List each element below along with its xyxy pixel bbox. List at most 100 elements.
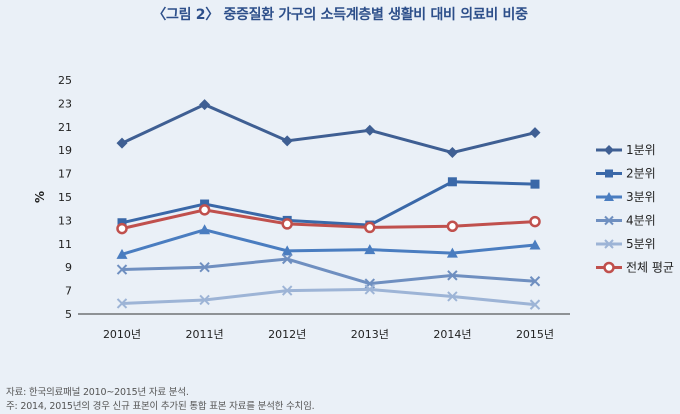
data-point bbox=[447, 177, 457, 187]
y-axis-label: % bbox=[33, 191, 47, 203]
data-point bbox=[529, 276, 541, 287]
data-point bbox=[605, 169, 613, 178]
marker-stroke bbox=[447, 270, 458, 281]
y-tick-label: 11 bbox=[58, 238, 72, 251]
x-tick-label: 2013년 bbox=[351, 328, 389, 341]
data-point bbox=[364, 284, 376, 295]
x-tick-label: 2014년 bbox=[433, 328, 471, 341]
marker-stroke bbox=[281, 285, 293, 296]
data-point bbox=[116, 264, 128, 275]
y-tick-label: 5 bbox=[65, 308, 72, 321]
data-point bbox=[199, 261, 210, 273]
x-tick-label: 2011년 bbox=[186, 328, 224, 341]
data-point bbox=[603, 261, 615, 274]
data-point bbox=[116, 298, 128, 309]
y-tick-label: 7 bbox=[65, 285, 72, 298]
data-point bbox=[604, 239, 614, 249]
data-point bbox=[604, 192, 614, 201]
data-point bbox=[281, 253, 293, 265]
legend-item: 전체 평균 bbox=[596, 261, 674, 275]
marker-stroke bbox=[604, 239, 614, 249]
data-point bbox=[530, 179, 540, 189]
data-point bbox=[604, 215, 614, 226]
y-tick-label: 21 bbox=[58, 121, 72, 134]
legend-item: 1분위 bbox=[596, 143, 656, 157]
data-point bbox=[364, 124, 376, 136]
marker-stroke bbox=[447, 291, 458, 302]
y-tick-label: 25 bbox=[58, 74, 72, 87]
series-line bbox=[121, 208, 536, 231]
data-point bbox=[446, 247, 458, 258]
data-point bbox=[116, 248, 128, 259]
marker-stroke bbox=[529, 299, 541, 310]
data-point bbox=[529, 239, 541, 250]
series-전체 평균 bbox=[116, 204, 541, 235]
data-point bbox=[281, 285, 293, 296]
series-3분위 bbox=[116, 224, 541, 259]
data-point bbox=[281, 245, 293, 256]
data-point bbox=[529, 215, 541, 228]
legend-label: 4분위 bbox=[626, 214, 656, 228]
x-tick-label: 2010년 bbox=[103, 328, 141, 341]
y-tick-label: 19 bbox=[58, 144, 72, 157]
y-tick-label: 9 bbox=[65, 261, 72, 274]
y-tick-label: 13 bbox=[58, 214, 72, 227]
legend-item: 4분위 bbox=[596, 214, 656, 228]
data-point bbox=[446, 147, 458, 159]
data-point bbox=[364, 221, 376, 234]
data-point bbox=[199, 294, 210, 306]
legend-label: 3분위 bbox=[626, 190, 656, 204]
series-line bbox=[121, 287, 536, 307]
series-line bbox=[121, 180, 536, 227]
marker-stroke bbox=[364, 284, 376, 295]
data-point bbox=[447, 270, 458, 281]
legend-item: 3분위 bbox=[596, 190, 656, 204]
data-point bbox=[116, 137, 128, 149]
x-tick-label: 2012년 bbox=[268, 328, 306, 341]
legend-label: 1분위 bbox=[626, 143, 656, 157]
data-point bbox=[199, 224, 211, 235]
data-point bbox=[529, 299, 541, 310]
marker-stroke bbox=[281, 253, 293, 265]
footnote: 주: 2014, 2015년의 경우 신규 표본이 추가된 통합 표본 자료를 … bbox=[6, 401, 315, 412]
x-tick-label: 2015년 bbox=[516, 328, 554, 341]
marker-stroke bbox=[116, 264, 128, 275]
legend-label: 2분위 bbox=[626, 167, 656, 181]
data-point bbox=[116, 222, 128, 235]
series-line bbox=[121, 257, 536, 286]
series-2분위 bbox=[117, 177, 540, 230]
legend-item: 2분위 bbox=[596, 167, 656, 181]
data-point bbox=[446, 220, 459, 232]
data-point bbox=[447, 291, 458, 302]
series-1분위 bbox=[116, 99, 541, 159]
y-tick-label: 17 bbox=[58, 168, 72, 181]
series-5분위 bbox=[116, 284, 541, 310]
data-point bbox=[604, 145, 614, 155]
data-point bbox=[200, 199, 210, 209]
source-note: 자료: 한국의료패널 2010~2015년 자료 분석. bbox=[6, 387, 189, 398]
legend-label: 5분위 bbox=[626, 237, 656, 251]
data-point bbox=[117, 218, 127, 228]
marker-stroke bbox=[199, 261, 210, 273]
data-point bbox=[529, 127, 541, 139]
plot-area bbox=[116, 99, 541, 310]
marker-stroke bbox=[199, 294, 210, 306]
marker-stroke bbox=[116, 298, 128, 309]
series-line bbox=[121, 102, 536, 155]
chart-title: 〈그림 2〉 중증질환 가구의 소득계층별 생활비 대비 의료비 비중 bbox=[152, 7, 528, 23]
data-point bbox=[281, 218, 293, 230]
legend-item: 5분위 bbox=[596, 237, 656, 251]
data-point bbox=[281, 135, 293, 147]
marker-stroke bbox=[604, 215, 614, 226]
data-point bbox=[364, 244, 376, 255]
y-tick-label: 15 bbox=[58, 191, 72, 204]
marker-stroke bbox=[529, 276, 541, 287]
data-point bbox=[199, 99, 211, 111]
chart-axes: 5 7 9 11 13 15 17 19 21 23 25% 2010년 2011년 2012년 2013년… bbox=[33, 74, 570, 341]
data-point bbox=[198, 204, 211, 216]
legend-label: 전체 평균 bbox=[626, 261, 674, 275]
y-tick-label: 23 bbox=[58, 97, 72, 110]
series-line bbox=[121, 228, 536, 256]
